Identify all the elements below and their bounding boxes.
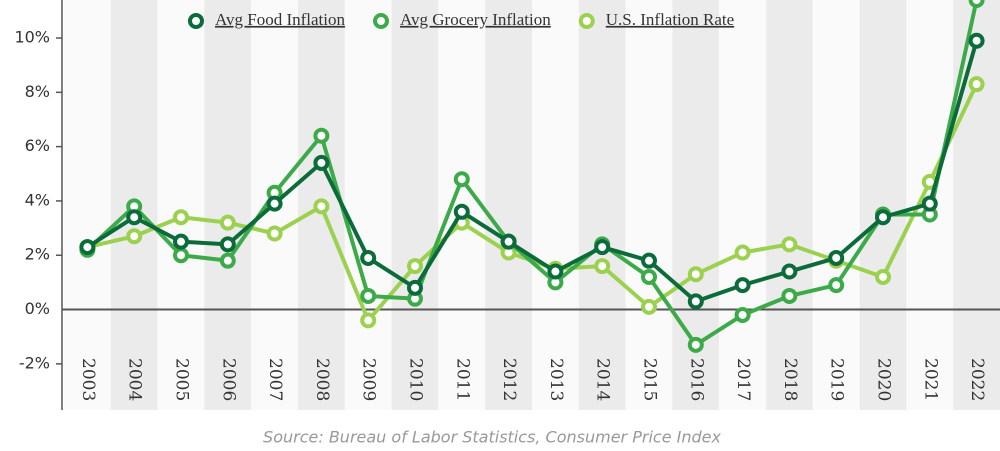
data-point: [313, 127, 330, 144]
data-point: [687, 266, 704, 283]
data-point: [453, 203, 470, 220]
data-point: [219, 252, 236, 269]
x-tick-label: 2022: [967, 358, 987, 401]
data-point: [968, 0, 985, 8]
column-band: [532, 0, 579, 410]
y-tick-label: 4%: [25, 190, 50, 209]
x-tick-label: 2021: [920, 358, 940, 401]
column-band: [344, 0, 392, 410]
data-point: [453, 171, 470, 188]
legend-marker: [188, 13, 204, 29]
column-band: [625, 0, 673, 410]
x-tick-label: 2006: [218, 358, 238, 401]
data-point: [126, 228, 143, 245]
data-point: [641, 252, 657, 269]
data-point: [594, 258, 611, 275]
source: Source: Bureau of Labor Statistics, Cons…: [263, 428, 721, 447]
data-point: [875, 209, 891, 226]
legend-marker: [373, 13, 390, 29]
data-point: [313, 198, 330, 215]
column-band: [204, 0, 252, 410]
data-point: [547, 263, 564, 280]
data-point: [173, 247, 189, 264]
data-point: [687, 336, 704, 353]
series-line: [86, 0, 979, 347]
legend-label: Avg Food Inflation: [215, 10, 346, 29]
data-point: [79, 239, 96, 256]
data-point: [734, 306, 751, 323]
data-point: [781, 287, 798, 304]
data-point: [173, 209, 189, 226]
x-tick-label: 2005: [172, 358, 192, 401]
data-point: [968, 32, 985, 49]
y-tick-label: 2%: [25, 245, 50, 264]
data-point: [781, 263, 798, 280]
data-point: [266, 195, 283, 212]
legend-label: Avg Grocery Inflation: [400, 10, 551, 29]
column-band: [578, 0, 626, 410]
data-point: [734, 244, 751, 261]
column-band: [391, 0, 439, 410]
x-tick-label: 2010: [406, 358, 426, 401]
x-tick-label: 2009: [359, 358, 379, 401]
x-tick-label: 2015: [640, 358, 660, 401]
x-tick-label: 2018: [780, 358, 800, 401]
data-point: [360, 249, 377, 266]
data-point: [687, 293, 704, 310]
data-point: [173, 233, 189, 250]
data-point: [219, 214, 236, 231]
x-tick-label: 2020: [874, 358, 894, 401]
y-tick-label: 8%: [25, 82, 50, 101]
y-tick-label: -2%: [19, 353, 50, 372]
column-band: [953, 0, 1000, 410]
data-point: [594, 239, 611, 256]
data-point: [828, 277, 845, 294]
data-point: [875, 268, 891, 285]
data-point: [407, 279, 423, 296]
x-tick-label: 2007: [265, 358, 285, 401]
column-band: [485, 0, 532, 410]
column-band: [157, 0, 205, 410]
x-tick-label: 2019: [827, 358, 847, 401]
column-band: [719, 0, 766, 410]
data-point: [266, 225, 283, 242]
x-tick-label: 2003: [78, 358, 98, 401]
y-tick-label: 10%: [14, 28, 50, 47]
x-tick-label: 2011: [452, 358, 472, 401]
x-tick-label: 2004: [125, 358, 145, 401]
data-point: [219, 236, 236, 253]
data-point: [921, 195, 938, 212]
column-band: [64, 0, 111, 410]
data-point: [360, 287, 377, 304]
data-point: [641, 268, 657, 285]
data-point: [734, 277, 751, 294]
data-point: [781, 236, 798, 253]
data-point: [313, 154, 330, 171]
data-point: [828, 249, 845, 266]
data-point: [500, 233, 517, 250]
x-tick-label: 2014: [593, 358, 613, 401]
column-band: [859, 0, 907, 410]
data-point: [641, 298, 657, 315]
column-band: [766, 0, 813, 410]
x-tick-label: 2013: [546, 358, 566, 401]
x-tick-label: 2017: [733, 358, 753, 401]
x-tick-label: 2016: [686, 358, 706, 401]
legend-label: U.S. Inflation Rate: [606, 10, 734, 29]
legend-marker: [578, 13, 595, 29]
x-tick-label: 2012: [499, 358, 519, 401]
data-point: [407, 258, 423, 275]
y-tick-label: 6%: [25, 136, 50, 155]
data-point: [360, 312, 377, 329]
data-point: [968, 76, 985, 93]
series-line: [86, 40, 979, 304]
data-point: [126, 209, 143, 226]
y-tick-label: 0%: [25, 299, 50, 318]
x-tick-label: 2008: [312, 358, 332, 401]
column-band: [812, 0, 860, 410]
